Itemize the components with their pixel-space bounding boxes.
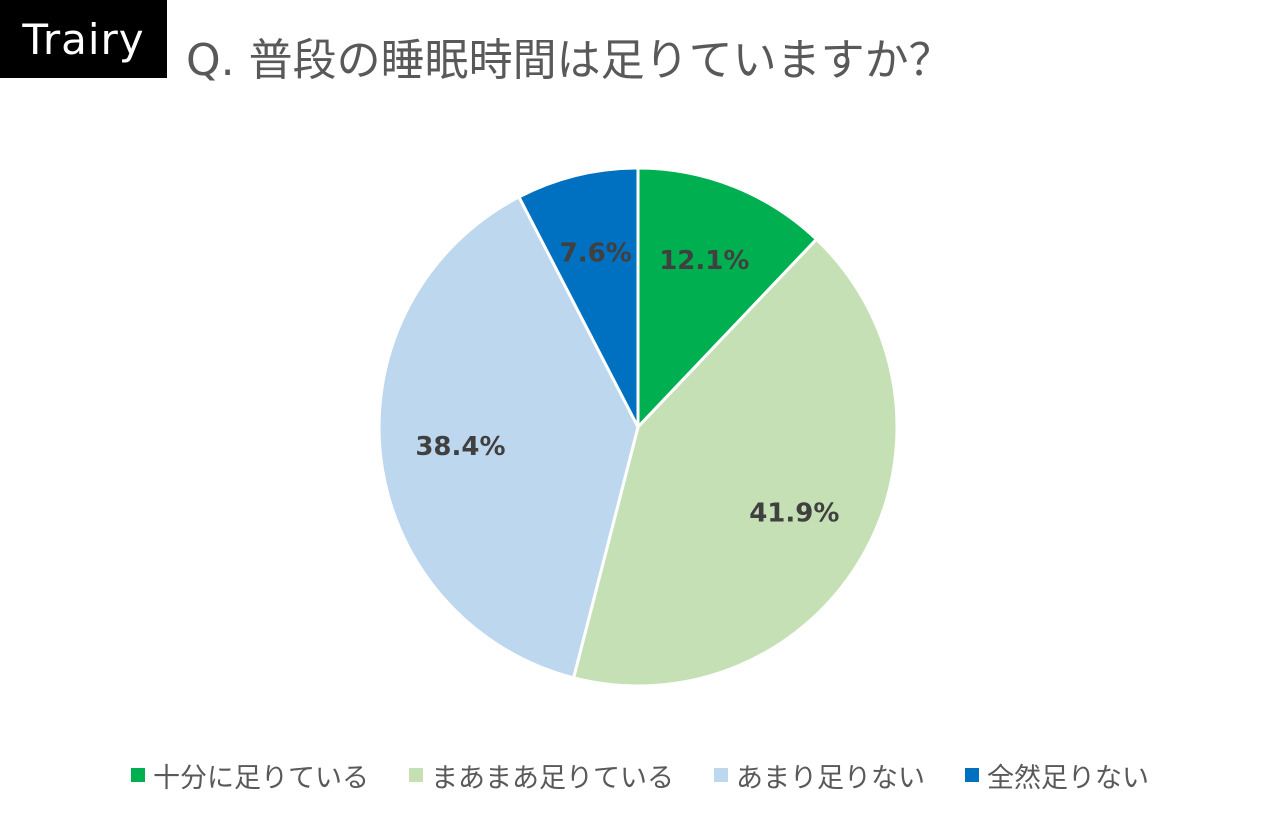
brand-logo: Trairy (0, 0, 167, 78)
legend-swatch-1 (409, 768, 423, 782)
chart-legend: 十分に足りている まあまあ足りている あまり足りない 全然足りない (0, 752, 1280, 798)
legend-item-1: まあまあ足りている (409, 756, 674, 795)
legend-label-1: まあまあ足りている (431, 762, 674, 794)
pie-slice-1 (571, 237, 899, 688)
legend-swatch-3 (965, 768, 979, 782)
data-label-1: 41.9% (749, 499, 839, 529)
pie-slices (377, 166, 899, 688)
pie-slice-0 (636, 166, 819, 431)
data-label-3: 7.6% (560, 238, 632, 268)
legend-item-0: 十分に足りている (131, 756, 369, 795)
legend-swatch-2 (714, 768, 728, 782)
legend-label-2: あまり足りない (736, 762, 925, 794)
pie-slice-3 (516, 166, 640, 428)
data-label-2: 38.4% (415, 432, 505, 462)
chart-title: Q. 普段の睡眠時間は足りていますか？ (186, 35, 953, 86)
legend-swatch-0 (131, 768, 145, 782)
pie-slice-2 (377, 194, 640, 680)
legend-label-3: 全然足りない (987, 762, 1149, 794)
data-label-0: 12.1% (659, 246, 749, 276)
legend-item-2: あまり足りない (714, 756, 925, 795)
pie-data-labels: 12.1% 41.9% 38.4% 7.6% (415, 238, 839, 528)
legend-item-3: 全然足りない (965, 756, 1149, 795)
legend-label-0: 十分に足りている (153, 762, 369, 794)
